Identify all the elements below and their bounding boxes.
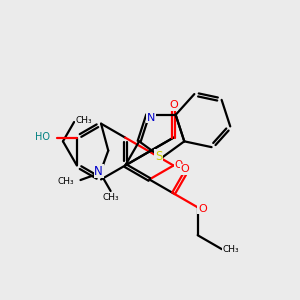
Text: O: O <box>180 164 189 174</box>
Text: HO: HO <box>34 132 50 142</box>
Text: N: N <box>94 165 103 178</box>
Text: CH₃: CH₃ <box>58 177 74 186</box>
Text: O: O <box>169 100 178 110</box>
Text: S: S <box>155 150 162 163</box>
Text: CH₃: CH₃ <box>102 193 119 202</box>
Text: CH₃: CH₃ <box>223 245 239 254</box>
Text: O: O <box>174 160 182 170</box>
Text: CH₃: CH₃ <box>75 116 92 125</box>
Text: N: N <box>147 113 155 123</box>
Text: O: O <box>198 204 207 214</box>
